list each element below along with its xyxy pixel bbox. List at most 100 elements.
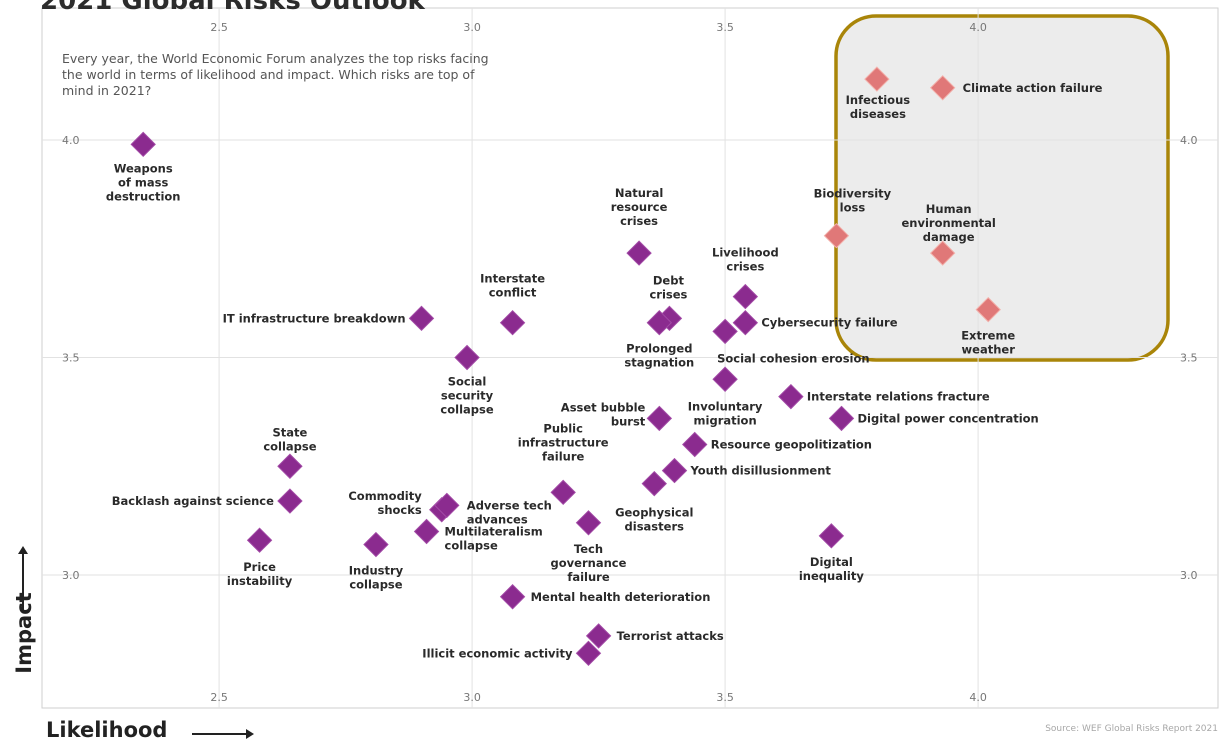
data-label: Climate action failure <box>963 81 1103 95</box>
data-point <box>434 492 460 519</box>
data-point <box>712 318 738 345</box>
data-label: stagnation <box>624 356 694 370</box>
data-point <box>130 131 156 158</box>
data-label: governance <box>551 556 627 570</box>
data-label: Interstate <box>480 272 545 286</box>
data-point <box>363 531 389 558</box>
data-point <box>929 240 956 266</box>
x-tick-label-bottom: 3.0 <box>463 691 481 704</box>
data-label: Cybersecurity failure <box>761 316 897 330</box>
data-label: damage <box>923 230 975 244</box>
data-label: Mental health deterioration <box>531 590 711 604</box>
data-label: of mass <box>118 175 168 189</box>
data-label: Asset bubble <box>561 400 646 414</box>
y-axis-label-wrap: Impact <box>6 548 42 718</box>
data-label: crises <box>726 260 764 274</box>
data-label: crises <box>620 214 658 228</box>
data-point <box>864 66 890 92</box>
data-point <box>712 366 738 392</box>
data-point <box>408 305 435 332</box>
data-point <box>778 383 804 410</box>
data-label: collapse <box>440 403 493 417</box>
data-point <box>246 527 273 553</box>
data-label: diseases <box>850 107 906 121</box>
data-label: Tech <box>574 542 603 556</box>
x-tick-label-bottom: 2.5 <box>210 691 228 704</box>
data-label: crises <box>649 287 687 301</box>
x-tick-label-top: 3.0 <box>463 21 481 34</box>
y-tick-label-right: 4.0 <box>1180 134 1198 147</box>
data-label: Prolonged <box>626 342 692 356</box>
data-point <box>499 309 526 336</box>
data-label: Weapons <box>114 161 173 175</box>
data-label: collapse <box>445 539 498 553</box>
data-label: Price <box>243 560 276 574</box>
data-label: Involuntary <box>688 399 763 413</box>
source-note: Source: WEF Global Risks Report 2021 <box>1045 724 1218 734</box>
data-label: advances <box>467 512 528 526</box>
data-label: Extreme <box>961 329 1015 343</box>
x-tick-label-bottom: 3.5 <box>716 691 734 704</box>
y-tick-label-left: 3.0 <box>62 569 80 582</box>
x-tick-label-top: 3.5 <box>716 21 734 34</box>
data-label: instability <box>227 574 293 588</box>
x-axis-label: Likelihood <box>46 718 168 742</box>
data-point <box>626 240 652 266</box>
data-point <box>646 405 673 432</box>
data-point <box>646 309 673 336</box>
data-point <box>661 457 688 484</box>
intro-text: Every year, the World Economic Forum ana… <box>62 51 489 98</box>
y-tick-label-right: 3.5 <box>1180 352 1198 365</box>
y-tick-label-right: 3.0 <box>1180 569 1198 582</box>
data-label: migration <box>694 413 757 427</box>
data-point <box>732 309 759 336</box>
x-tick-label-top: 4.0 <box>969 21 987 34</box>
data-point <box>277 453 303 479</box>
data-label: environmental <box>902 216 996 230</box>
data-label: Youth disillusionment <box>690 464 832 478</box>
chart-title: 2021 Global Risks Outlook <box>40 0 425 16</box>
data-label: Terrorist attacks <box>617 629 724 643</box>
data-label: Digital power concentration <box>857 411 1038 425</box>
y-tick-label-left: 4.0 <box>62 134 80 147</box>
data-label: burst <box>611 414 646 428</box>
data-label: security <box>441 389 494 403</box>
data-point <box>818 523 845 549</box>
data-label: Public <box>543 421 583 435</box>
data-label: weather <box>962 343 1016 357</box>
data-label: shocks <box>377 503 421 517</box>
data-point <box>732 283 759 310</box>
data-label: Backlash against science <box>112 494 274 508</box>
data-label: Natural <box>615 186 663 200</box>
data-point <box>575 510 602 536</box>
data-point <box>413 518 440 545</box>
data-label: Social <box>448 375 487 389</box>
data-point <box>499 584 526 610</box>
data-point <box>828 405 855 432</box>
data-point <box>585 623 612 649</box>
data-label: Adverse tech <box>467 498 552 512</box>
data-point <box>682 431 708 458</box>
data-label: inequality <box>799 569 864 583</box>
x-tick-label-top: 2.5 <box>210 21 228 34</box>
data-point <box>641 470 667 497</box>
data-label: Interstate relations fracture <box>807 390 990 404</box>
data-label: failure <box>542 449 585 463</box>
data-label: disasters <box>625 520 685 534</box>
data-label: Geophysical <box>615 506 693 520</box>
data-label: failure <box>567 570 610 584</box>
data-label: Human <box>926 202 972 216</box>
data-label: Infectious <box>846 93 911 107</box>
data-label: Illicit economic activity <box>422 646 573 660</box>
data-point <box>929 75 956 101</box>
data-label: Debt <box>653 273 685 287</box>
data-label: loss <box>840 201 866 215</box>
y-arrow-icon <box>18 546 28 612</box>
data-label: Social cohesion erosion <box>717 351 869 365</box>
data-label: collapse <box>263 439 316 453</box>
data-label: Industry <box>349 564 404 578</box>
data-point <box>975 296 1001 323</box>
data-point <box>550 479 576 506</box>
data-point <box>277 488 303 514</box>
